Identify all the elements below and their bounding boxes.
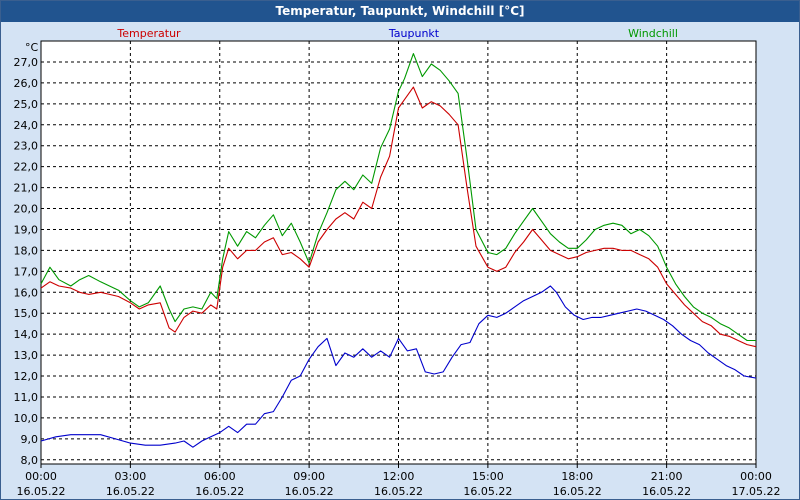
y-tick-label: 9,0 [21,433,39,446]
x-tick-date: 16.05.22 [106,485,155,498]
legend-taupunkt: Taupunkt [388,27,440,40]
x-tick-time: 03:00 [115,470,147,483]
y-tick-label: 20,0 [14,203,39,216]
y-tick-label: 11,0 [14,391,39,404]
legend-windchill: Windchill [628,27,678,40]
y-tick-label: 21,0 [14,182,39,195]
y-tick-label: 22,0 [14,161,39,174]
x-tick-time: 00:00 [25,470,57,483]
y-tick-label: 15,0 [14,307,39,320]
x-tick-date: 16.05.22 [463,485,512,498]
x-tick-date: 17.05.22 [732,485,781,498]
y-tick-label: 12,0 [14,370,39,383]
series-line-taupunkt [40,285,757,448]
y-tick-label: 17,0 [14,265,39,278]
y-tick-label: 24,0 [14,119,39,132]
x-tick-date: 16.05.22 [17,485,66,498]
x-tick-time: 06:00 [204,470,236,483]
y-tick-label: 13,0 [14,349,39,362]
x-tick-time: 15:00 [472,470,504,483]
y-axis-unit: °C [25,41,39,54]
y-tick-label: 10,0 [14,412,39,425]
x-tick-date: 16.05.22 [642,485,691,498]
x-tick-date: 16.05.22 [553,485,602,498]
y-tick-label: 26,0 [14,77,39,90]
legend-temperatur: Temperatur [116,27,181,40]
x-tick-time: 09:00 [293,470,325,483]
y-tick-label: 25,0 [14,98,39,111]
y-tick-label: 14,0 [14,328,39,341]
x-tick-time: 12:00 [383,470,415,483]
x-tick-time: 18:00 [561,470,593,483]
series-line-temperatur [40,86,757,348]
x-tick-time: 21:00 [651,470,683,483]
y-tick-label: 18,0 [14,244,39,257]
x-tick-date: 16.05.22 [374,485,423,498]
y-tick-label: 23,0 [14,140,39,153]
x-tick-time: 00:00 [740,470,772,483]
x-tick-date: 16.05.22 [285,485,334,498]
y-tick-label: 8,0 [21,454,39,467]
y-tick-label: 19,0 [14,223,39,236]
x-tick-date: 16.05.22 [195,485,244,498]
series-line-windchill [40,53,756,342]
chart-title: Temperatur, Taupunkt, Windchill [°C] [1,1,799,22]
y-tick-label: 16,0 [14,286,39,299]
y-tick-label: 27,0 [14,56,39,69]
